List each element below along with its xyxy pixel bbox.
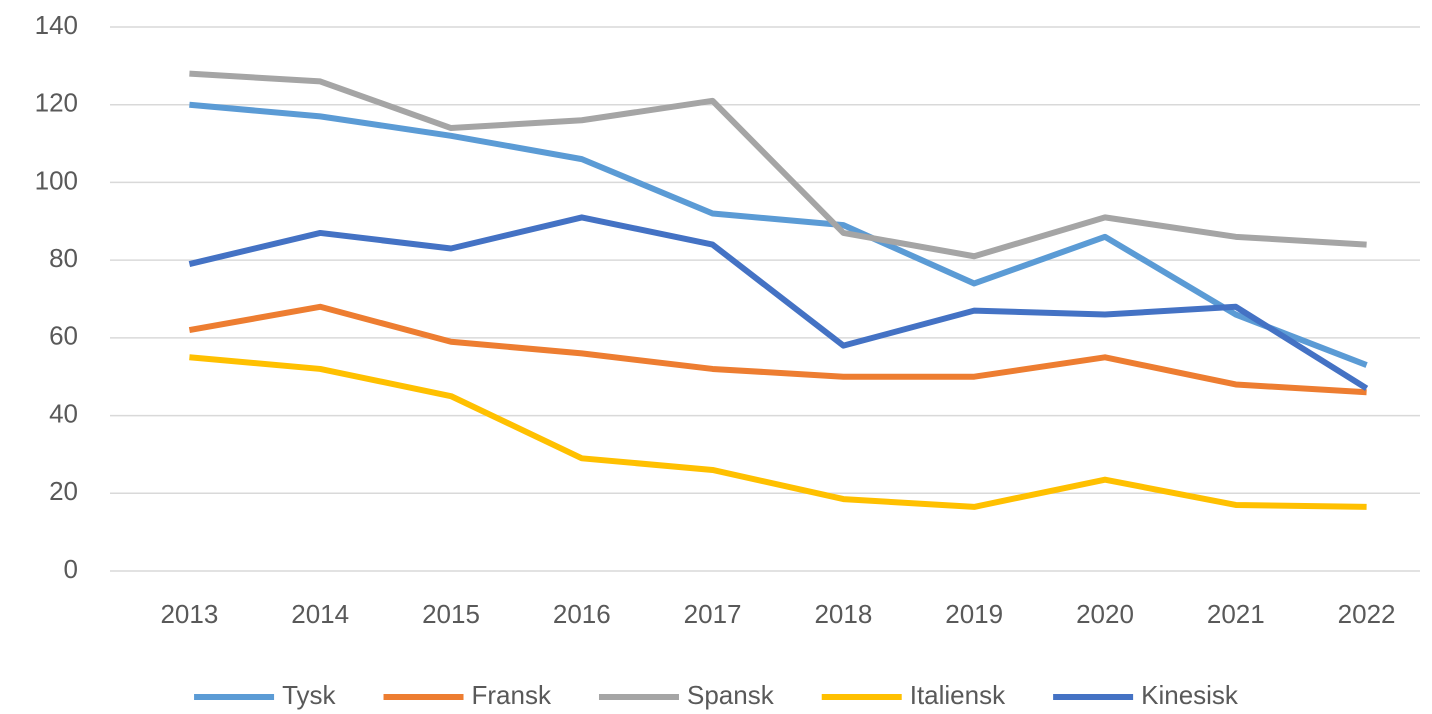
y-tick-label: 120 — [35, 88, 78, 118]
x-tick-label: 2016 — [553, 599, 611, 629]
y-tick-label: 140 — [35, 10, 78, 40]
y-tick-label: 60 — [49, 321, 78, 351]
y-tick-label: 80 — [49, 243, 78, 273]
x-tick-label: 2022 — [1338, 599, 1396, 629]
y-tick-label: 40 — [49, 398, 78, 428]
x-tick-label: 2018 — [814, 599, 872, 629]
series-line — [189, 70, 1367, 260]
series-line — [189, 354, 1367, 510]
x-tick-label: 2019 — [945, 599, 1003, 629]
legend-label: Italiensk — [910, 680, 1006, 710]
y-tick-label: 0 — [64, 554, 78, 584]
legend-label: Kinesisk — [1141, 680, 1239, 710]
x-tick-label: 2013 — [160, 599, 218, 629]
x-tick-label: 2020 — [1076, 599, 1134, 629]
x-tick-label: 2015 — [422, 599, 480, 629]
series-line — [188, 303, 1367, 396]
y-tick-label: 20 — [49, 476, 78, 506]
x-tick-label: 2014 — [291, 599, 349, 629]
series-line — [188, 214, 1369, 391]
x-tick-label: 2017 — [684, 599, 742, 629]
legend-label: Spansk — [687, 680, 775, 710]
legend-label: Fransk — [472, 680, 552, 710]
y-tick-label: 100 — [35, 165, 78, 195]
series-line — [189, 101, 1368, 368]
x-tick-label: 2021 — [1207, 599, 1265, 629]
legend-label: Tysk — [282, 680, 336, 710]
